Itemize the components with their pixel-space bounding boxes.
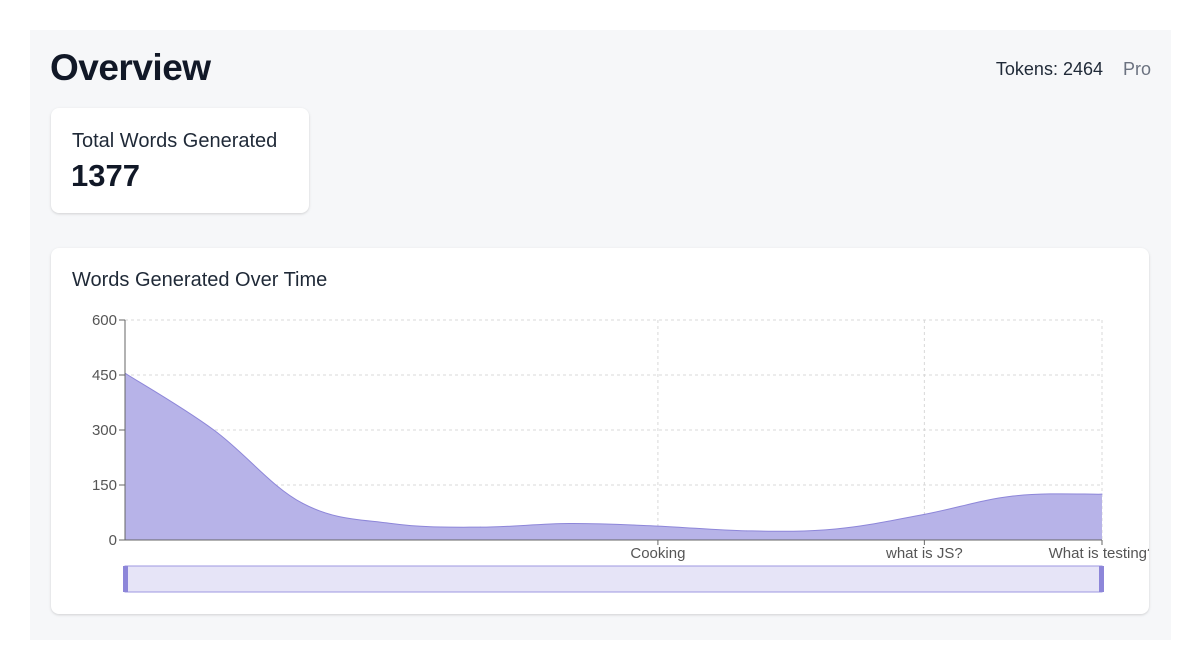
data-point (746, 530, 748, 532)
data-point (302, 502, 304, 504)
words-over-time-chart: 0 150 300 450 600 Cooking what is JS? What is t… (92, 312, 1149, 593)
data-point (390, 523, 392, 524)
y-tick-label: 300 (92, 422, 117, 439)
y-tick-label: 150 (92, 477, 117, 494)
area-fill (125, 373, 1102, 540)
account-status: Tokens: 2464 Pro (996, 59, 1151, 80)
overview-panel: Overview Tokens: 2464 Pro Total Words Ge… (30, 30, 1171, 640)
brush-handle-right[interactable] (1099, 566, 1104, 592)
y-tick-label: 600 (92, 312, 117, 329)
data-point (213, 429, 215, 431)
data-point (1012, 495, 1014, 497)
x-tick-label: what is JS? (885, 545, 963, 562)
plan-badge[interactable]: Pro (1122, 59, 1151, 79)
chart-title: Words Generated Over Time (72, 269, 328, 291)
y-tick-label: 0 (109, 532, 117, 549)
x-tick-label: What is testing? (1049, 545, 1149, 562)
data-point (657, 525, 659, 527)
tokens-count: Tokens: 2464 (995, 59, 1103, 79)
data-point (923, 513, 925, 515)
data-point (1101, 493, 1103, 495)
brush-handle-left[interactable] (123, 566, 128, 592)
data-point (479, 526, 481, 528)
data-point (835, 528, 837, 530)
page-title: Overview (50, 47, 211, 88)
area-line (124, 372, 1103, 532)
stat-value: 1377 (71, 158, 140, 193)
total-words-card: Total Words Generated 1377 (51, 108, 309, 213)
stat-label: Total Words Generated (72, 130, 278, 152)
y-tick-label: 450 (92, 367, 117, 384)
range-brush[interactable] (124, 565, 1103, 593)
x-tick-label: Cooking (630, 545, 685, 562)
chart-card: Words Generated Over Time 0 150 300 450 600 C… (51, 248, 1149, 614)
data-point (568, 523, 570, 524)
